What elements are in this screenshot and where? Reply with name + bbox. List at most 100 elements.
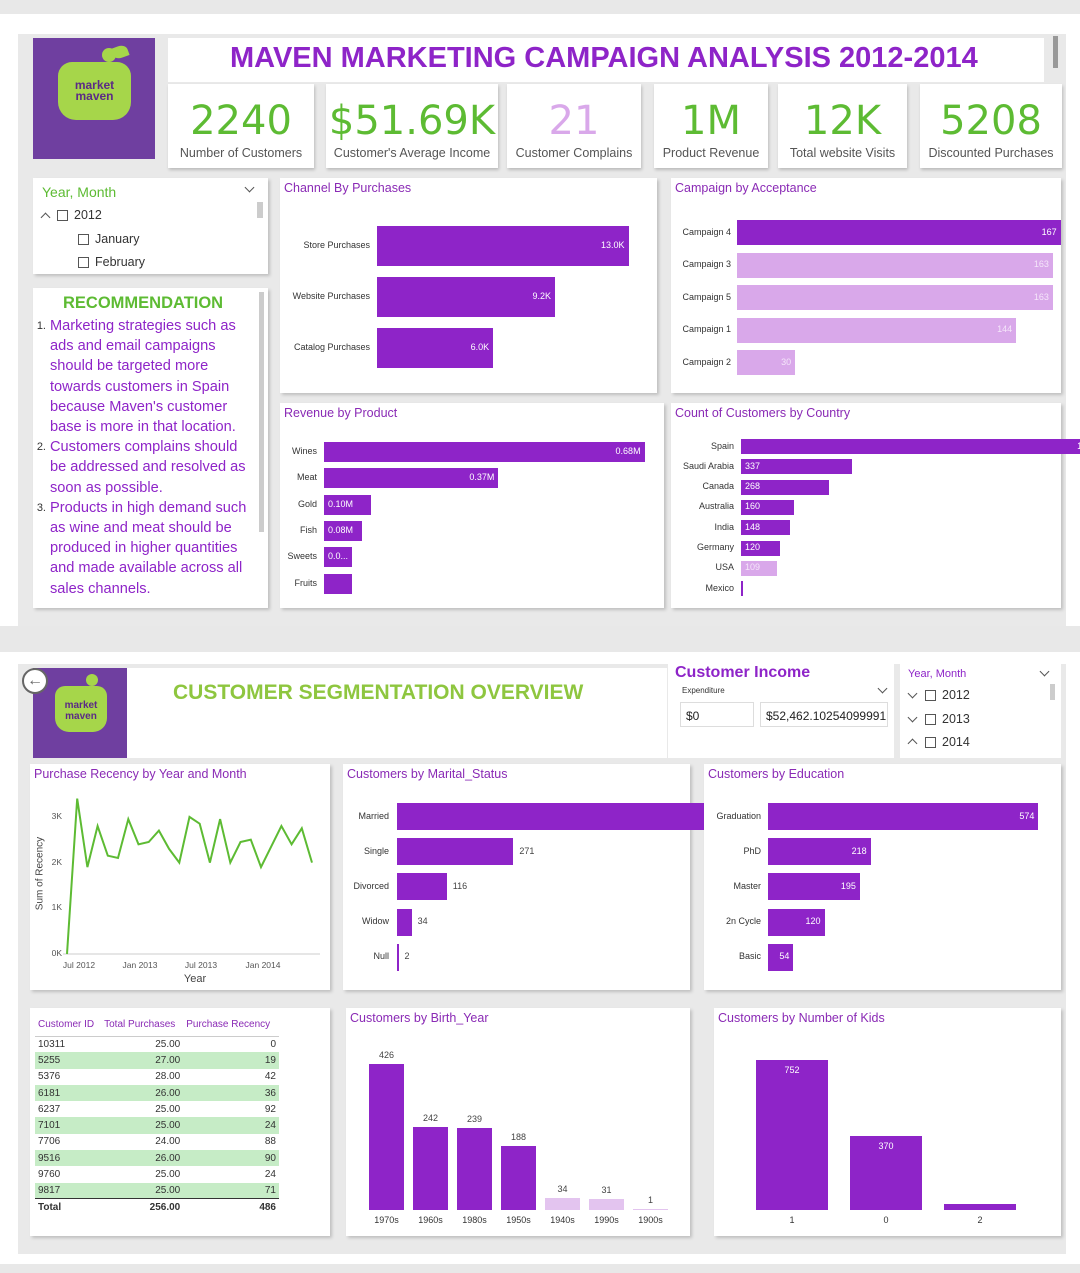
table-row[interactable]: 5376 28.00 42 [35,1069,279,1085]
table-row[interactable]: 6237 25.00 92 [35,1101,279,1117]
bar [324,442,645,462]
page-title: MAVEN MARKETING CAMPAIGN ANALYSIS 2012-2… [230,42,978,74]
title-banner: CUSTOMER SEGMENTATION OVERVIEW [127,668,667,758]
chevron-up-icon[interactable] [40,212,51,223]
bar-category-label: Mexico [705,582,734,593]
income-max-input[interactable]: $52,462.10254099991 [760,702,888,727]
table-row[interactable]: 6181 26.00 36 [35,1084,279,1102]
scrollbar[interactable] [1053,36,1058,68]
checkbox[interactable] [78,234,89,246]
bar-data-label: 163 [1033,259,1049,269]
scrollbar[interactable] [257,202,263,218]
bar [741,520,790,536]
slicer-year-2014[interactable]: 2014 [907,735,970,749]
kpi-label: Customer's Average Income [333,146,491,160]
bar-data-label: 109 [745,562,761,573]
column-header-total-purchases[interactable]: Total Purchases [104,1019,176,1031]
kpi-value: 5208 [940,98,1042,144]
customer-id-cell: 6181 [35,1084,102,1102]
table-row[interactable]: 7706 24.00 88 [35,1134,279,1150]
year-month-slicer[interactable]: Year, Month 2012 January February [33,178,268,274]
customer-id-cell: 9817 [35,1182,102,1199]
checkbox[interactable] [925,737,936,749]
bar [741,540,781,556]
column-header-customer-id[interactable]: Customer ID [38,1019,95,1031]
table-row[interactable]: 10311 25.00 0 [35,1036,279,1052]
slicer-title: Year, Month [42,184,117,200]
purchase-recency-chart: Purchase Recency by Year and Month 0K 1K 2… [30,764,330,990]
chevron-down-icon[interactable] [907,688,918,699]
bar-data-label: 574 [1019,810,1035,821]
column-header-purchase-recency[interactable]: Purchase Recency [186,1019,271,1031]
customer-income-slicer[interactable]: Customer Income Expenditure $0 $52,462.1… [668,660,894,758]
bar [369,1064,404,1210]
scrollbar[interactable] [259,292,264,532]
customers-by-birth-year-chart: Customers by Birth_Year 1970s 426 1960s 242… [346,1008,690,1236]
table-row[interactable]: 7101 25.00 24 [35,1117,279,1134]
income-min-input[interactable]: $0 [680,702,754,727]
checkbox[interactable] [57,210,68,222]
recency-series-line [66,798,313,955]
bar-data-label: 34 [557,1184,568,1195]
apple-leaf-icon [86,674,98,686]
bar-category-label: Divorced [353,880,389,891]
slicer-year-2013[interactable]: 2013 [907,712,970,726]
bar [377,328,494,368]
bar [737,350,796,375]
kpi-number-of-customers: 2240 Number of Customers [168,84,314,168]
slicer-month-january[interactable]: January [78,232,139,246]
chevron-down-icon[interactable] [877,683,888,694]
scrollbar[interactable] [1050,684,1055,700]
chevron-up-icon[interactable] [907,738,918,749]
table-row[interactable]: 5255 27.00 19 [35,1052,279,1069]
x-tick-label: Jul 2013 [184,960,218,970]
year-month-slicer[interactable]: Year, Month 2012 2013 2014 [900,660,1061,758]
bar [324,547,353,568]
customers-by-marital-status-chart: Customers by Marital_Status Married738Si… [343,764,735,990]
chevron-down-icon[interactable] [244,182,255,193]
back-arrow-icon[interactable]: ← [22,668,48,694]
bar [324,520,362,541]
bar-category-label: Australia [698,501,734,512]
chevron-down-icon[interactable] [907,712,918,723]
table-row[interactable]: 9760 25.00 24 [35,1166,279,1182]
recommendation-panel: RECOMMENDATION 1. Marketing strategies su… [33,288,268,608]
bar-data-label: 120 [805,916,821,927]
x-axis-title: Year [183,973,207,985]
bar-data-label: 167 [1041,226,1057,237]
logo-wordmark: market maven [58,62,131,120]
chart-area: 1970s 426 1960s 242 1980s 239 1950s 188 1940s 34 1… [346,1008,690,1236]
chart-title: Revenue by Product [284,406,398,420]
chart-area: 0K 1K 2K 3K Jul 2012 Jan 2013 Jul 2013 Jan 2014… [30,764,330,990]
bar [413,1127,448,1210]
purchase-recency-cell: 92 [264,1103,276,1115]
bar-category-label: Germany [696,542,734,552]
checkbox[interactable] [925,690,936,702]
slicer-month-february[interactable]: February [78,255,145,269]
bar [768,803,1039,830]
data-table: Customer ID Total Purchases Purchase Rec… [35,1014,279,1215]
total-purchases-cell: 24.00 [155,1136,181,1148]
kpi-website-visits: 12K Total website Visits [778,84,907,168]
slicer-title: Year, Month [908,668,967,680]
slicer-year-2012[interactable]: 2012 [40,208,102,223]
table-row[interactable]: 9516 26.00 90 [35,1150,279,1167]
bar-category-label: Fish [299,524,317,535]
bar-category-label: Widow [361,916,389,927]
bar [501,1145,536,1210]
table-row[interactable]: 9817 25.00 71 [35,1182,279,1199]
purchase-recency-cell: 90 [183,1150,279,1167]
revenue-by-product-chart: Revenue by Product Wines 0.68M Meat 0.37M Go… [280,403,664,608]
customer-id-cell: 9516 [35,1150,102,1167]
checkbox[interactable] [925,714,936,726]
customer-id-cell: 7706 [38,1136,61,1148]
checkbox[interactable] [78,257,89,269]
customer-id-cell: 9760 [38,1169,61,1181]
bar-category-label: Campaign 5 [682,291,731,302]
purchase-recency-cell: 71 [183,1182,279,1199]
chevron-down-icon[interactable] [1039,666,1050,677]
purchase-recency-cell: 19 [183,1052,279,1069]
total-purchases-cell: 25.00 [155,1169,181,1181]
line-chart-svg [63,798,320,955]
slicer-year-2012[interactable]: 2012 [907,688,970,702]
